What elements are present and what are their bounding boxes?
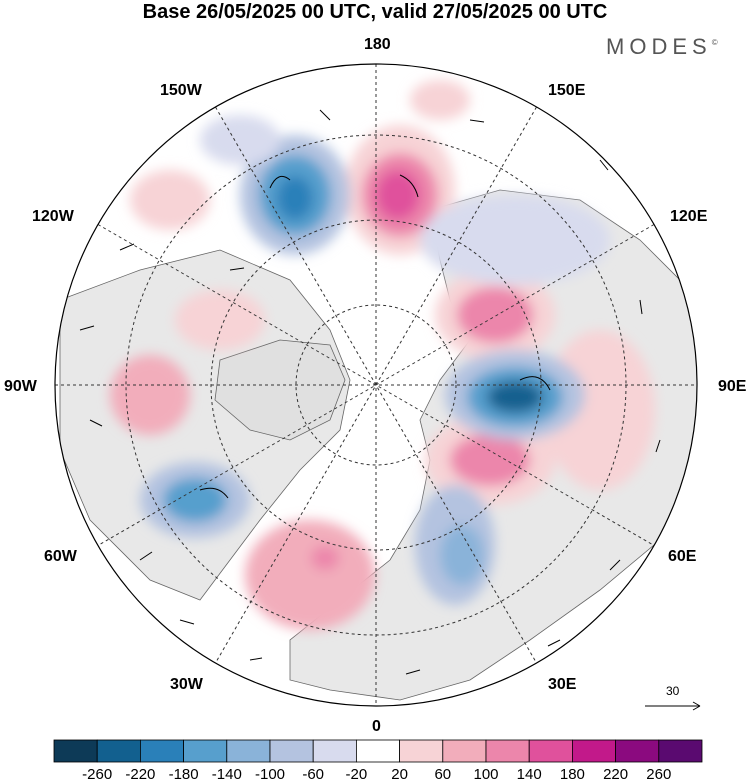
brand-text: MODES: [606, 34, 712, 59]
chart-title: Base 26/05/2025 00 UTC, valid 27/05/2025…: [142, 1, 608, 23]
brand-mark: ©: [711, 38, 718, 47]
colorbar-swatch: [269, 739, 314, 763]
lon-label-180: 180: [364, 36, 391, 53]
colorbar-swatch: [139, 739, 184, 763]
colorbar-tick-label: -220: [125, 766, 156, 783]
lon-label-90e: 90E: [718, 378, 747, 395]
colorbar-swatch: [658, 739, 703, 763]
colorbar-tick-label: -100: [254, 766, 286, 783]
colorbar-swatch: [399, 739, 444, 763]
colorbar-swatch: [96, 739, 141, 763]
lon-label-60w: 60W: [44, 548, 77, 565]
colorbar-swatch: [615, 739, 660, 763]
lon-label-0: 0: [372, 718, 381, 735]
colorbar-swatch: [572, 739, 617, 763]
colorbar-tick-label: -20: [345, 766, 368, 783]
colorbar-swatch: [226, 739, 271, 763]
lon-label-60e: 60E: [668, 548, 697, 565]
lon-label-90w: 90W: [4, 378, 37, 395]
colorbar-swatch: [485, 739, 530, 763]
colorbar-tick-label: 180: [559, 766, 585, 783]
colorbar-swatch: [312, 739, 357, 763]
colorbar-swatch: [355, 739, 400, 763]
colorbar-tick-label: 220: [603, 766, 629, 783]
colorbar-tick-label: -140: [211, 766, 242, 783]
colorbar-swatch: [53, 739, 98, 763]
colorbar-tick-label: 20: [391, 766, 408, 783]
colorbar-tick-label: 140: [516, 766, 542, 783]
lon-label-150w: 150W: [160, 82, 202, 99]
reference-vector-label: 30: [666, 684, 680, 698]
brand-logo: MODES©: [606, 34, 718, 60]
colorbar-tick-label: 100: [473, 766, 499, 783]
anomaly-field: [110, 80, 655, 630]
lon-label-120e: 120E: [670, 208, 708, 225]
colorbar: [53, 739, 703, 763]
wind-vectors: [79, 109, 661, 675]
lon-label-150e: 150E: [548, 82, 586, 99]
colorbar-swatch: [528, 739, 573, 763]
lon-label-120w: 120W: [32, 208, 74, 225]
colorbar-tick-label: -260: [82, 766, 113, 783]
graticule: [55, 64, 697, 706]
colorbar-swatch: [183, 739, 228, 763]
map-boundary: [54, 63, 698, 707]
colorbar-swatch: [442, 739, 487, 763]
colorbar-tick-label: 260: [646, 766, 672, 783]
lon-label-30w: 30W: [170, 676, 203, 693]
colorbar-tick-label: -180: [168, 766, 199, 783]
colorbar-tick-label: -60: [302, 766, 325, 783]
lon-label-30e: 30E: [548, 676, 577, 693]
reference-vector: [645, 701, 701, 711]
colorbar-tick-label: 60: [434, 766, 452, 783]
